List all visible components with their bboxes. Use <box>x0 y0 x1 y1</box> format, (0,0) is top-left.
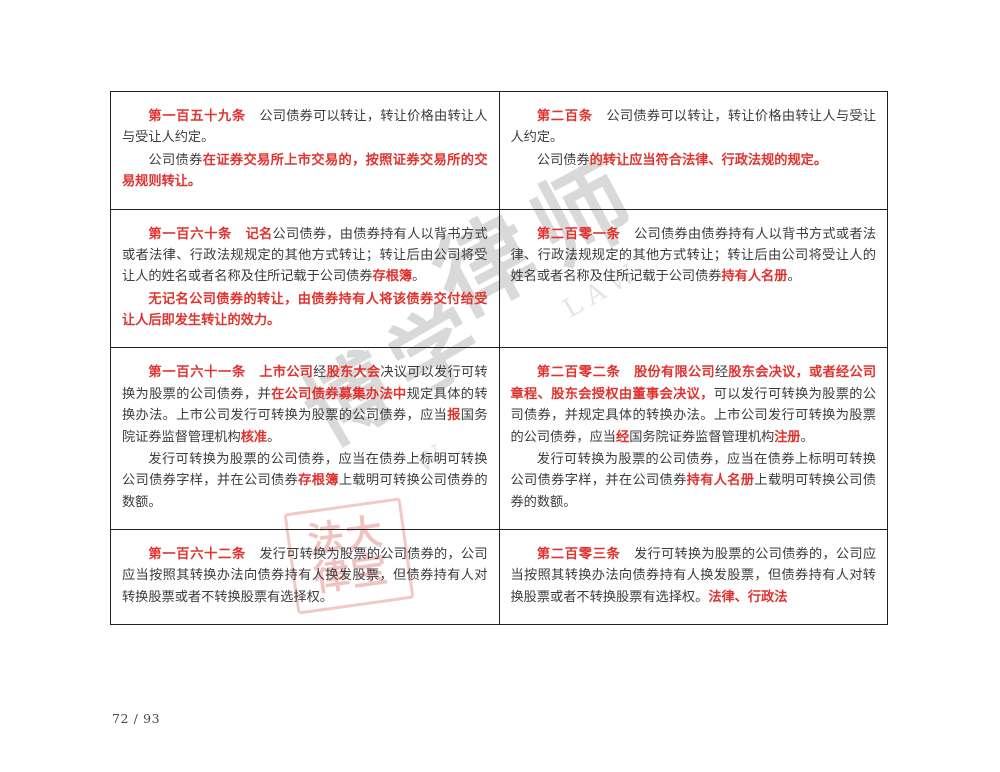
table-row: 第一百六十二条 发行可转换为股票的公司债券的，公司应当按照其转换办法向债券持有人… <box>110 528 888 626</box>
body-text: 。 <box>800 429 814 445</box>
article-number: 第二百条 <box>536 109 593 124</box>
body-text: 公司债券可以转让，转让价格由转让人与受让人约定。 <box>122 109 488 146</box>
amended-text: 上市公司 <box>259 365 314 381</box>
amended-text: 在证券交易所上市交易的，按照证券交易所的交易规则转让。 <box>122 152 488 190</box>
amended-text: 无记名公司债券的转让，由债券持有人将该债券交付给受让人后即发生转让的效力。 <box>122 291 488 328</box>
body-text: 。 <box>412 269 426 285</box>
article-cell-new: 第二百零三条 发行可转换为股票的公司债券的，公司应当按照其转换办法向债券持有人换… <box>498 528 888 626</box>
body-text: 上载明可转换公司债券的数额。 <box>510 473 877 510</box>
article-number: 第一百六十一条 <box>148 365 246 381</box>
body-text: 。 <box>787 269 801 285</box>
article-paragraph: 第二百零三条 发行可转换为股票的公司债券的，公司应当按照其转换办法向债券持有人换… <box>511 544 877 608</box>
article-paragraph: 第一百五十九条 公司债券可以转让，转让价格由转让人与受让人约定。 <box>122 106 488 149</box>
body-text: 上载明可转换公司债券的数额。 <box>122 473 488 510</box>
article-paragraph: 第二百零一条 公司债券由债券持有人以背书方式或者法律、行政法规规定的其他方式转让… <box>511 224 877 288</box>
article-number-gap <box>621 227 634 242</box>
article-paragraph: 第一百六十二条 发行可转换为股票的公司债券的，公司应当按照其转换办法向债券持有人… <box>122 544 488 608</box>
amended-text: 法律、行政法 <box>708 589 788 605</box>
article-number: 第一百六十二条 <box>148 547 246 562</box>
body-text: 公司债券，由债券持有人以背书方式或者法律、行政法规规定的其他方式转让；转让后由公… <box>122 226 488 285</box>
page-number-footer: 72 / 93 <box>112 711 161 726</box>
amended-text: 在公司债券募集办法中 <box>271 386 407 402</box>
table-row: 第一百六十一条 上市公司经股东大会决议可以发行可转换为股票的公司债券，并在公司债… <box>110 347 888 530</box>
article-number: 第二百零二条 <box>536 365 621 381</box>
article-paragraph: 第二百零二条 股份有限公司经股东会决议，或者经公司章程、股东会授权由董事会决议，… <box>511 362 877 448</box>
article-paragraph: 无记名公司债券的转让，由债券持有人将该债券交付给受让人后即发生转让的效力。 <box>122 289 488 332</box>
article-cell-new: 第二百零一条 公司债券由债券持有人以背书方式或者法律、行政法规规定的其他方式转让… <box>498 208 888 349</box>
amended-text: 持有人名册 <box>686 473 755 489</box>
body-text: 发行可转换为股票的公司债券的，公司应当按照其转换办法向债券持有人换发股票，但债券… <box>122 547 488 605</box>
article-cell-old: 第一百六十二条 发行可转换为股票的公司债券的，公司应当按照其转换办法向债券持有人… <box>110 528 500 626</box>
amended-text: 股东会决议，或者经公司章程、股东会授权由董事会决议， <box>510 365 877 402</box>
article-cell-new: 第二百条 公司债券可以转让，转让价格由转让人与受让人约定。 公司债券的转让应当符合… <box>498 91 888 210</box>
article-number: 第二百零三条 <box>536 547 621 562</box>
amended-text: 的转让应当符合法律、行政法规的规定。 <box>589 152 828 168</box>
amended-text: 股份有限公司 <box>634 365 715 381</box>
amended-text: 核准 <box>240 429 268 445</box>
body-text: 规定具体的转换办法。上市公司发行可转换为股票的公司债券，应当 <box>122 386 488 424</box>
article-number-gap <box>246 365 259 380</box>
body-text: 国务院证券监督管理机构 <box>629 429 775 445</box>
article-paragraph: 公司债券的转让应当符合法律、行政法规的规定。 <box>511 150 877 171</box>
article-paragraph: 第一百六十一条 上市公司经股东大会决议可以发行可转换为股票的公司债券，并在公司债… <box>122 362 488 448</box>
table-row: 第一百五十九条 公司债券可以转让，转让价格由转让人与受让人约定。 公司债券在证券交… <box>110 91 888 210</box>
amended-text: 经 <box>616 429 630 445</box>
body-text: 经 <box>313 365 327 381</box>
amended-text: 持有人名册 <box>721 269 788 285</box>
article-paragraph: 公司债券在证券交易所上市交易的，按照证券交易所的交易规则转让。 <box>122 150 488 193</box>
article-cell-new: 第二百零二条 股份有限公司经股东会决议，或者经公司章程、股东会授权由董事会决议，… <box>498 347 888 530</box>
amended-text: 存根簿 <box>298 473 339 489</box>
body-text: 。 <box>267 429 281 445</box>
body-text: 可以发行可转换为股票的公司债券，并规定具体的转换办法。上市公司发行可转换为股票的… <box>510 386 877 445</box>
body-text: 公司债券由债券持有人以背书方式或者法律、行政法规规定的其他方式转让；转让后由公司… <box>510 226 877 285</box>
body-text: 公司债券 <box>536 152 590 168</box>
law-comparison-table: 第一百五十九条 公司债券可以转让，转让价格由转让人与受让人约定。 公司债券在证券交… <box>110 91 888 626</box>
article-cell-old: 第一百六十条 记名公司债券，由债券持有人以背书方式或者法律、行政法规规定的其他方… <box>110 208 500 349</box>
article-paragraph: 第一百六十条 记名公司债券，由债券持有人以背书方式或者法律、行政法规规定的其他方… <box>122 224 488 288</box>
article-number: 第一百五十九条 <box>148 109 246 124</box>
body-text: 国务院证券监督管理机构 <box>122 408 488 445</box>
article-number: 第二百零一条 <box>536 226 621 242</box>
table-body: 第一百五十九条 公司债券可以转让，转让价格由转让人与受让人约定。 公司债券在证券交… <box>110 91 888 626</box>
article-number-gap <box>621 365 634 380</box>
amended-text: 存根簿 <box>372 269 413 285</box>
amended-text: 注册 <box>774 429 801 445</box>
article-number-gap <box>621 547 634 562</box>
article-paragraph: 发行可转换为股票的公司债券，应当在债券上标明可转换公司债券字样，并在公司债券存根… <box>122 449 488 513</box>
amended-text: 记名 <box>245 226 273 242</box>
article-cell-old: 第一百六十一条 上市公司经股东大会决议可以发行可转换为股票的公司债券，并在公司债… <box>110 347 500 530</box>
body-text: 发行可转换为股票的公司债券，应当在债券上标明可转换公司债券字样，并在公司债券 <box>510 451 877 489</box>
body-text: 经 <box>714 365 729 381</box>
amended-text: 股东大会 <box>326 365 381 381</box>
amended-text: 报 <box>447 408 461 424</box>
article-number-gap <box>593 109 607 124</box>
table-row: 第一百六十条 记名公司债券，由债券持有人以背书方式或者法律、行政法规规定的其他方… <box>110 208 888 349</box>
article-number-gap <box>246 547 259 562</box>
article-paragraph: 第二百条 公司债券可以转让，转让价格由转让人与受让人约定。 <box>511 106 877 149</box>
body-text: 发行可转换为股票的公司债券，应当在债券上标明可转换公司债券字样，并在公司债券 <box>122 451 488 489</box>
article-paragraph: 发行可转换为股票的公司债券，应当在债券上标明可转换公司债券字样，并在公司债券持有… <box>511 449 877 513</box>
body-text: 发行可转换为股票的公司债券的，公司应当按照其转换办法向债券持有人换发股票，但债券… <box>510 547 877 605</box>
body-text: 公司债券可以转让，转让价格由转让人与受让人约定。 <box>510 109 877 146</box>
article-number-gap <box>232 227 245 242</box>
article-number: 第一百六十条 <box>148 226 233 242</box>
article-cell-old: 第一百五十九条 公司债券可以转让，转让价格由转让人与受让人约定。 公司债券在证券交… <box>110 91 500 210</box>
body-text: 决议可以发行可转换为股票的公司债券，并 <box>122 365 488 402</box>
article-number-gap <box>246 109 259 124</box>
body-text: 公司债券 <box>148 152 203 168</box>
